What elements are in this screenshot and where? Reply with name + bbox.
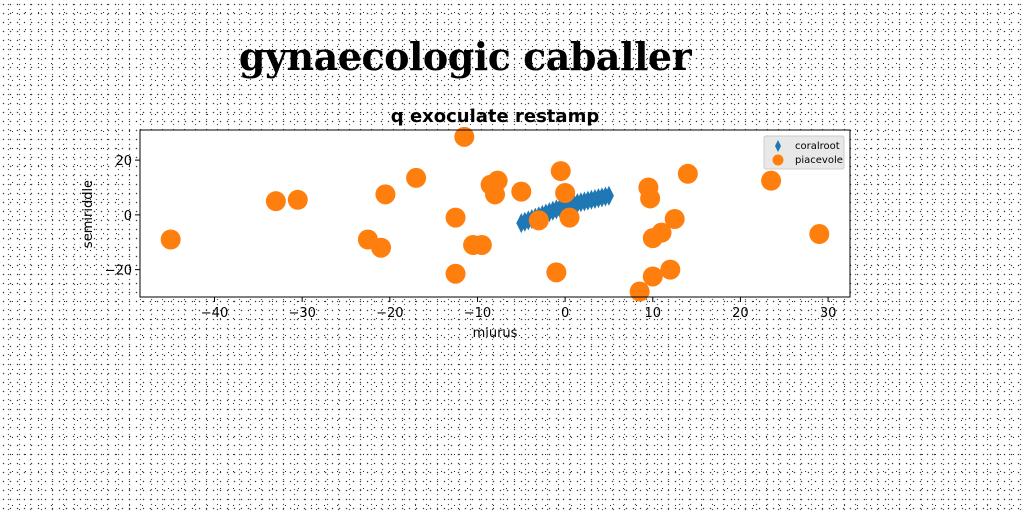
piacevole-point [511, 181, 532, 202]
legend-marker-coralroot [775, 140, 781, 152]
y-tick-label: −20 [105, 264, 132, 279]
piacevole-point [660, 259, 681, 280]
x-tick-label: −20 [376, 306, 403, 321]
x-axis-label: miurus [473, 326, 518, 341]
coralroot-point [603, 185, 614, 206]
ticks-layer: −40 −30 −20 −10 0 10 20 30 −20 0 20 [105, 154, 837, 321]
chart-title: q exoculate restamp [391, 106, 600, 127]
x-tick-label: 20 [732, 306, 749, 321]
plot-area [140, 130, 850, 297]
piacevole-point [445, 263, 466, 284]
piacevole-point [629, 281, 650, 302]
legend-label-piacevole: piacevole [795, 155, 843, 166]
piacevole-point [454, 126, 475, 147]
x-tick-label: −40 [201, 306, 228, 321]
piacevole-point [471, 234, 492, 255]
piacevole-point [555, 182, 576, 203]
piacevole-point [642, 266, 663, 287]
piacevole-point [651, 222, 672, 243]
x-tick-label: 30 [820, 306, 837, 321]
x-tick-label: −10 [464, 306, 491, 321]
x-tick-label: −30 [288, 306, 315, 321]
piacevole-point [761, 170, 782, 191]
plot-frame [139, 129, 851, 298]
piacevole-point [265, 191, 286, 212]
piacevole-point [809, 224, 830, 245]
legend-marker-piacevole [772, 154, 784, 166]
legend: coralroot piacevole [763, 135, 845, 170]
piacevole-point [445, 207, 466, 228]
x-tick-label: 10 [645, 306, 662, 321]
legend-label-coralroot: coralroot [795, 141, 840, 152]
piacevole-point [528, 210, 549, 231]
y-tick-label: 20 [115, 154, 132, 169]
piacevole-point [677, 163, 698, 184]
piacevole-point [559, 207, 580, 228]
marks-layer [160, 126, 830, 302]
piacevole-point [664, 208, 685, 229]
piacevole-point [287, 189, 308, 210]
legend-box [763, 135, 845, 170]
piacevole-point [550, 161, 571, 182]
y-axis-label: semiriddle [81, 180, 96, 248]
x-tick-label: 0 [561, 306, 569, 321]
piacevole-point [487, 170, 508, 191]
piacevole-point [160, 229, 181, 250]
piacevole-point [546, 262, 567, 283]
page-title: gynaecologic caballer [238, 34, 692, 79]
piacevole-point [406, 167, 427, 188]
piacevole-point [371, 237, 392, 258]
y-tick-label: 0 [124, 209, 132, 224]
piacevole-point [375, 184, 396, 205]
piacevole-point [640, 188, 661, 209]
